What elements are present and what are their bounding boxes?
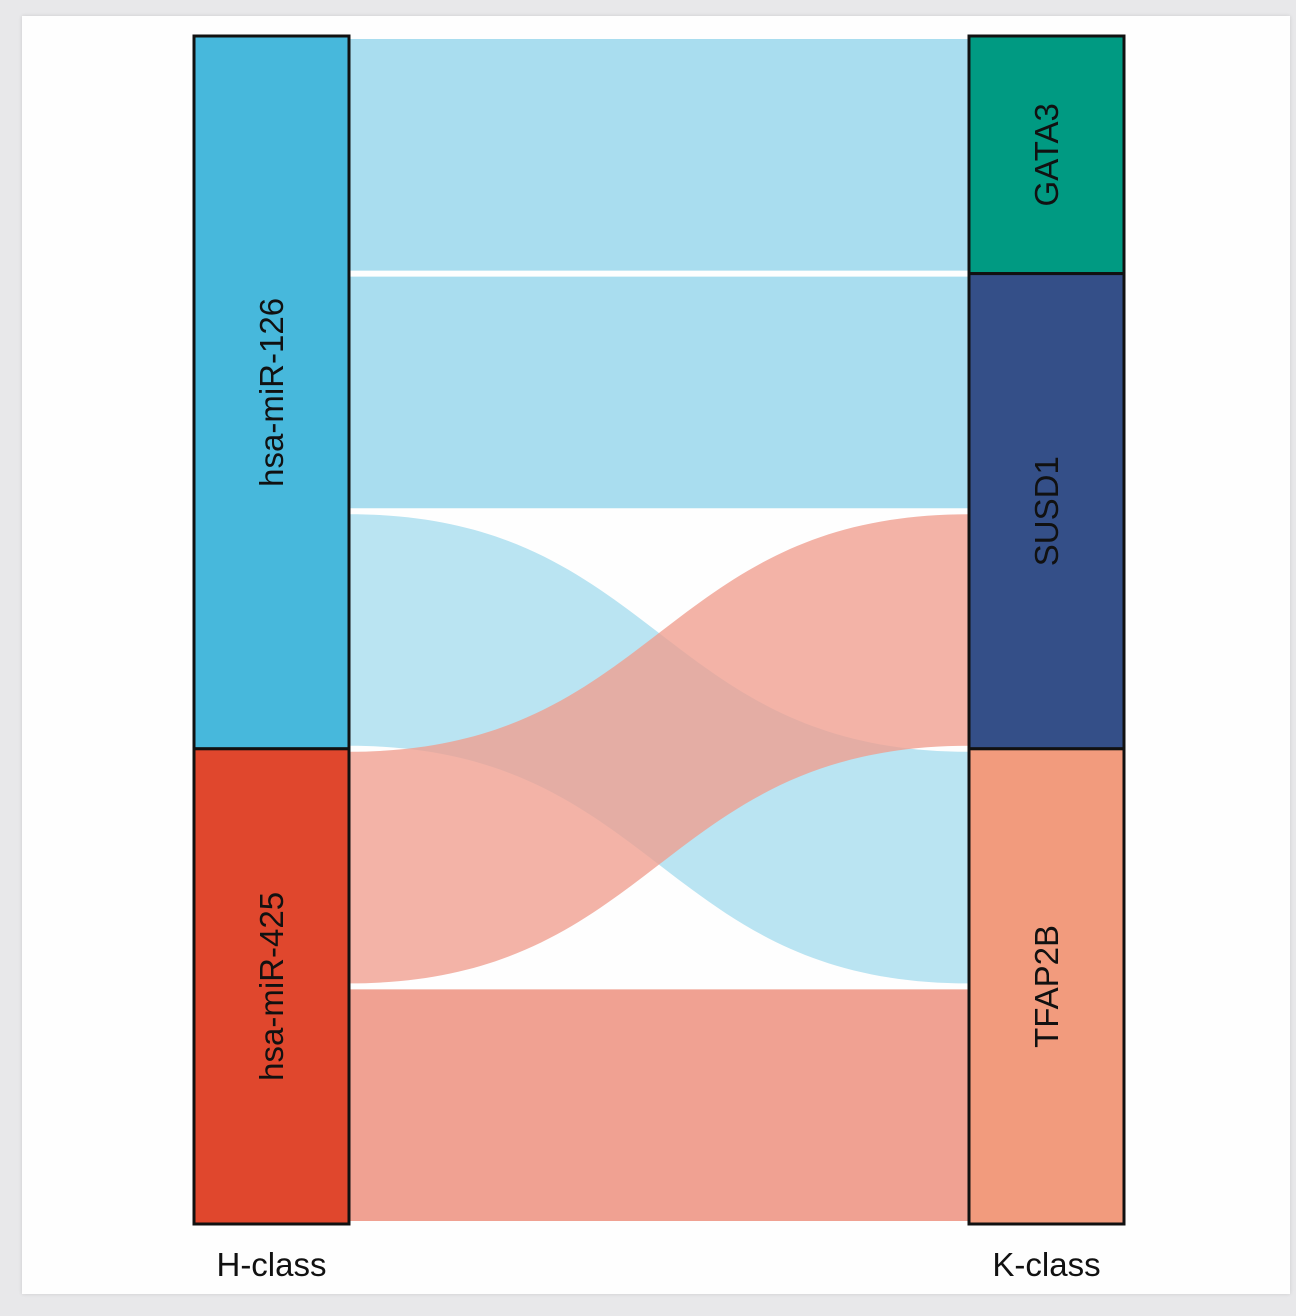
chart-canvas: hsa-miR-126 hsa-miR-425 H-class GATA3 SUSD1 T… [22, 16, 1290, 1294]
node-label-susd1: SUSD1 [1028, 456, 1065, 566]
node-tfap2b [967, 747, 1126, 1226]
node-susd1 [967, 272, 1126, 751]
flow-hsa-mir-425-to-tfap2b [349, 989, 969, 1221]
flows [349, 39, 969, 1221]
node-label-hsa-mir-425: hsa-miR-425 [253, 892, 290, 1081]
node-hsa-mir-126 [192, 34, 351, 751]
node-label-hsa-mir-126: hsa-miR-126 [253, 298, 290, 487]
nodes [192, 34, 1126, 1226]
flow-hsa-mir-126-to-susd1 [349, 276, 969, 509]
node-label-tfap2b: TFAP2B [1028, 925, 1065, 1048]
node-hsa-mir-425 [192, 747, 351, 1226]
flow-hsa-mir-126-to-gata3 [349, 39, 969, 271]
node-gata3 [967, 34, 1126, 276]
flow-hsa-mir-425-to-susd1 [349, 514, 969, 984]
node-label-gata3: GATA3 [1028, 103, 1065, 206]
axis-label-h-class: H-class [216, 1246, 326, 1283]
labels: hsa-miR-126 hsa-miR-425 H-class GATA3 SUSD1 T… [216, 103, 1100, 1283]
alluvial-chart: hsa-miR-126 hsa-miR-425 H-class GATA3 SUSD1 T… [192, 34, 1126, 1283]
axis-label-k-class: K-class [992, 1246, 1100, 1283]
